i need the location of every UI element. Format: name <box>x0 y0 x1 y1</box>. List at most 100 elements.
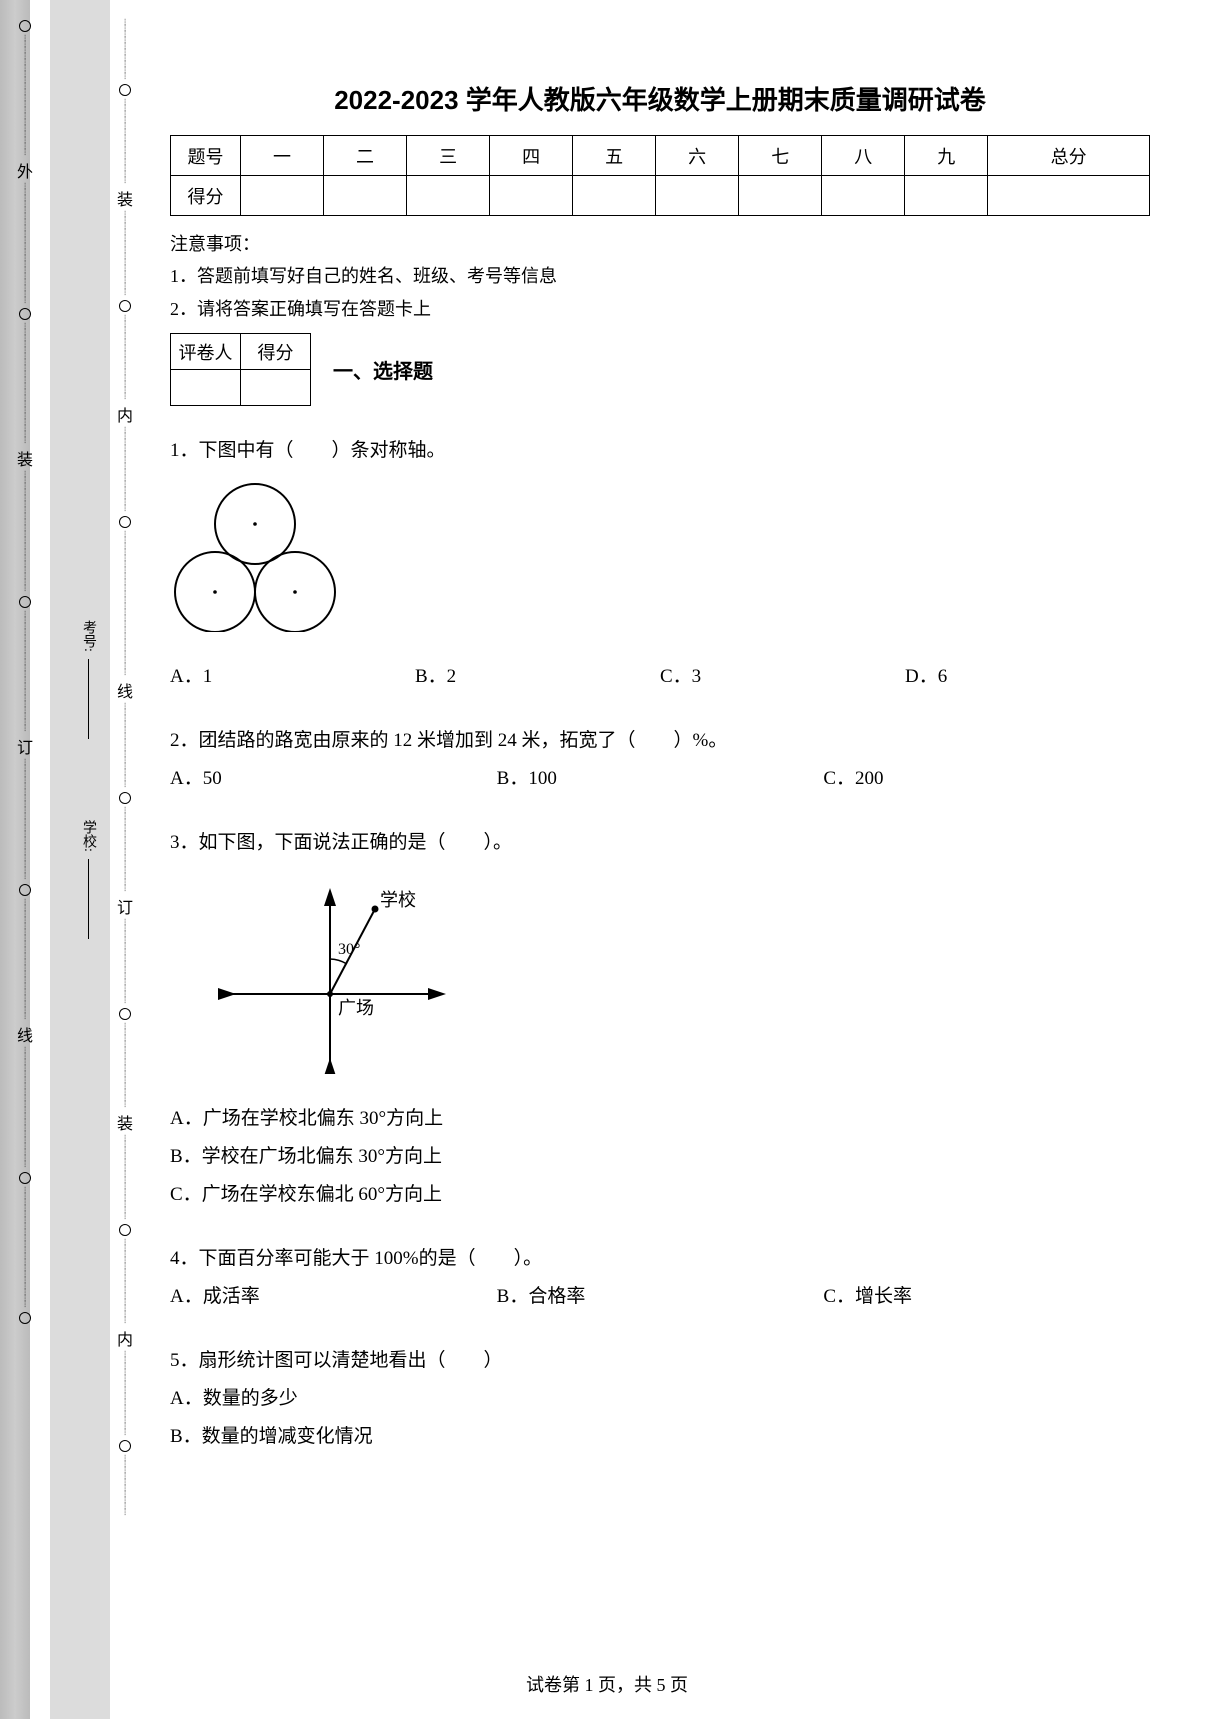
q1-options: A．1 B．2 C．3 D．6 <box>170 658 1150 696</box>
cell: 四 <box>490 136 573 176</box>
cell: 得分 <box>241 334 311 370</box>
circle-marker-icon <box>119 300 131 312</box>
cell: 总分 <box>988 136 1150 176</box>
cell: 九 <box>905 136 988 176</box>
school-field: 学校: <box>78 820 98 939</box>
question-3: 3．如下图，下面说法正确的是（ ）。 30° 学校 广场 A．广场在学校北偏东 <box>170 824 1150 1214</box>
dots-icon: ┊┊┊┊┊┊┊┊┊┊┊┊┊┊┊┊┊┊┊┊ <box>23 1188 27 1308</box>
notes-heading: 注意事项： <box>170 228 1150 260</box>
margin-char: 装 <box>117 186 133 210</box>
circle-marker-icon <box>19 1312 31 1324</box>
option: C．3 <box>660 658 905 696</box>
dots-icon: ┊┊┊┊┊┊┊┊┊┊┊┊┊┊ <box>123 428 127 512</box>
dots-icon: ┊┊┊┊┊┊┊┊┊┊┊┊┊┊┊┊┊┊┊┊ <box>23 36 27 156</box>
option: B．2 <box>415 658 660 696</box>
option: A．成活率 <box>170 1278 497 1316</box>
dots-icon: ┊┊┊┊┊┊┊┊┊┊ <box>123 20 127 80</box>
cell: 题号 <box>171 136 241 176</box>
outer-margin-col: ┊┊┊┊┊┊┊┊┊┊┊┊┊┊┊┊┊┊┊┊ 外 ┊┊┊┊┊┊┊┊┊┊┊┊┊┊┊┊┊… <box>17 0 33 1328</box>
question-text: 5．扇形统计图可以清楚地看出（ ） <box>170 1342 1150 1380</box>
cell: 七 <box>739 136 822 176</box>
cell <box>324 176 407 216</box>
q1-figure <box>170 482 1150 646</box>
square-label: 广场 <box>338 998 374 1018</box>
cell <box>171 370 241 406</box>
content-area: 2022-2023 学年人教版六年级数学上册期末质量调研试卷 题号 一 二 三 … <box>170 80 1150 1456</box>
question-5: 5．扇形统计图可以清楚地看出（ ） A．数量的多少 B．数量的增减变化情况 <box>170 1342 1150 1456</box>
cell <box>822 176 905 216</box>
circle-marker-icon <box>119 84 131 96</box>
circle-marker-icon <box>19 308 31 320</box>
cell <box>241 176 324 216</box>
cell: 一 <box>241 136 324 176</box>
dots-icon: ┊┊┊┊┊┊┊┊┊┊┊┊┊┊ <box>123 212 127 296</box>
margin-char: 外 <box>17 158 33 182</box>
circle-marker-icon <box>119 516 131 528</box>
cell: 得分 <box>171 176 241 216</box>
page-title: 2022-2023 学年人教版六年级数学上册期末质量调研试卷 <box>170 80 1150 117</box>
margin-char: 订 <box>117 894 133 918</box>
option: B．学校在广场北偏东 30°方向上 <box>170 1138 1150 1176</box>
question-text: 2．团结路的路宽由原来的 12 米增加到 24 米，拓宽了（ ）%。 <box>170 722 1150 760</box>
circle-marker-icon <box>119 792 131 804</box>
circle-marker-icon <box>19 20 31 32</box>
notes-block: 注意事项： 1．答题前填写好自己的姓名、班级、考号等信息 2．请将答案正确填写在… <box>170 228 1150 325</box>
dots-icon: ┊┊┊┊┊┊┊┊┊┊┊┊┊┊ <box>123 704 127 788</box>
exam-no-label: 考号: <box>81 620 96 652</box>
dots-icon: ┊┊┊┊┊┊┊┊┊┊┊┊┊┊┊┊┊┊┊┊ <box>23 324 27 444</box>
dots-icon: ┊┊┊┊┊┊┊┊┊┊┊┊┊┊ <box>123 100 127 184</box>
option: C．广场在学校东偏北 60°方向上 <box>170 1176 1150 1214</box>
dots-icon: ┊┊┊┊┊┊┊┊┊┊ <box>123 1456 127 1516</box>
section-heading: 一、选择题 <box>333 355 433 384</box>
option: B．100 <box>497 760 824 798</box>
cell: 八 <box>822 136 905 176</box>
dots-icon: ┊┊┊┊┊┊┊┊┊┊┊┊┊┊┊┊┊┊┊┊ <box>23 900 27 1020</box>
circle-marker-icon <box>119 1440 131 1452</box>
compass-diagram-icon: 30° 学校 广场 <box>210 874 470 1074</box>
margin-char: 线 <box>17 1022 33 1046</box>
question-text: 4．下面百分率可能大于 100%的是（ ）。 <box>170 1240 1150 1278</box>
cell <box>407 176 490 216</box>
option: A．数量的多少 <box>170 1380 1150 1418</box>
school-label: 学校: <box>81 820 96 852</box>
margin-char: 订 <box>17 734 33 758</box>
margin-char: 装 <box>17 446 33 470</box>
inner-margin-col: ┊┊┊┊┊┊┊┊┊┊ ┊┊┊┊┊┊┊┊┊┊┊┊┊┊ 装 ┊┊┊┊┊┊┊┊┊┊┊┊… <box>117 0 133 1516</box>
school-label: 学校 <box>380 890 416 910</box>
notes-line: 1．答题前填写好自己的姓名、班级、考号等信息 <box>170 260 1150 292</box>
option: D．6 <box>905 658 1150 696</box>
question-2: 2．团结路的路宽由原来的 12 米增加到 24 米，拓宽了（ ）%。 A．50 … <box>170 722 1150 798</box>
circle-marker-icon <box>119 1008 131 1020</box>
page-footer: 试卷第 1 页，共 5 页 <box>0 1671 1214 1697</box>
table-row: 题号 一 二 三 四 五 六 七 八 九 总分 <box>171 136 1150 176</box>
cell: 三 <box>407 136 490 176</box>
dots-icon: ┊┊┊┊┊┊┊┊┊┊┊┊┊┊┊┊┊┊┊┊ <box>23 1048 27 1168</box>
dots-icon: ┊┊┊┊┊┊┊┊┊┊┊┊┊┊┊┊┊┊┊┊ <box>23 184 27 304</box>
circle-marker-icon <box>19 1172 31 1184</box>
q3-figure: 30° 学校 广场 <box>210 874 1150 1088</box>
option: A．广场在学校北偏东 30°方向上 <box>170 1100 1150 1138</box>
dots-icon: ┊┊┊┊┊┊┊┊┊┊┊┊┊┊ <box>123 1024 127 1108</box>
section-header-row: 评卷人 得分 一、选择题 <box>170 333 1150 406</box>
question-1: 1．下图中有（ ）条对称轴。 A．1 B．2 C．3 D．6 <box>170 432 1150 696</box>
circle-marker-icon <box>19 884 31 896</box>
option: C．增长率 <box>823 1278 1150 1316</box>
q4-options: A．成活率 B．合格率 C．增长率 <box>170 1278 1150 1316</box>
table-row: 得分 <box>171 176 1150 216</box>
dots-icon: ┊┊┊┊┊┊┊┊┊┊┊┊┊┊ <box>123 1240 127 1324</box>
option: A．1 <box>170 658 415 696</box>
dots-icon: ┊┊┊┊┊┊┊┊┊┊┊┊┊┊ <box>123 1352 127 1436</box>
question-text: 1．下图中有（ ）条对称轴。 <box>170 432 1150 470</box>
inner-margin: ┊┊┊┊┊┊┊┊┊┊ ┊┊┊┊┊┊┊┊┊┊┊┊┊┊ 装 ┊┊┊┊┊┊┊┊┊┊┊┊… <box>118 0 132 1719</box>
option: B．数量的增减变化情况 <box>170 1418 1150 1456</box>
cell <box>241 370 311 406</box>
margin-char: 装 <box>117 1110 133 1134</box>
dots-icon: ┊┊┊┊┊┊┊┊┊┊┊┊┊┊┊┊┊┊┊┊ <box>23 760 27 880</box>
question-4: 4．下面百分率可能大于 100%的是（ ）。 A．成活率 B．合格率 C．增长率 <box>170 1240 1150 1316</box>
dots-icon: ┊┊┊┊┊┊┊┊┊┊┊┊┊┊┊┊┊┊┊┊ <box>23 612 27 732</box>
margin-char: 线 <box>117 678 133 702</box>
question-text: 3．如下图，下面说法正确的是（ ）。 <box>170 824 1150 862</box>
dots-icon: ┊┊┊┊┊┊┊┊┊┊┊┊┊┊ <box>123 316 127 400</box>
circle-marker-icon <box>119 1224 131 1236</box>
q2-options: A．50 B．100 C．200 <box>170 760 1150 798</box>
